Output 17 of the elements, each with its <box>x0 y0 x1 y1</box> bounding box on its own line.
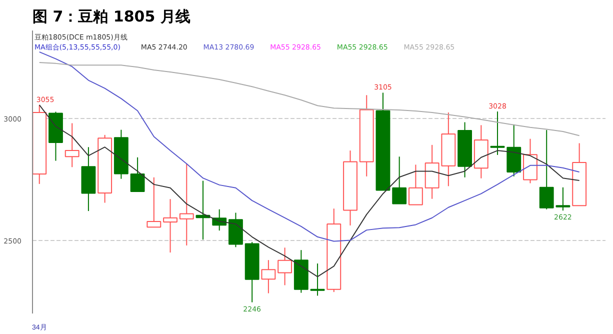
candlestick <box>130 156 145 192</box>
candlestick <box>163 198 178 254</box>
candlestick <box>64 122 80 168</box>
line-series <box>38 104 580 278</box>
candlestick <box>310 262 325 296</box>
line-series <box>38 62 580 136</box>
chart-title: 图 7：豆粕 1805 月线 <box>32 8 190 26</box>
candlestick <box>490 110 505 156</box>
candlestick <box>556 186 570 212</box>
candlestick <box>179 163 194 246</box>
candlestick <box>146 176 162 228</box>
candlestick <box>539 130 554 210</box>
line-series <box>38 51 580 242</box>
candlestick <box>278 247 292 286</box>
candlestick <box>392 156 407 204</box>
candlestick <box>408 164 423 206</box>
candlestick <box>261 260 276 294</box>
